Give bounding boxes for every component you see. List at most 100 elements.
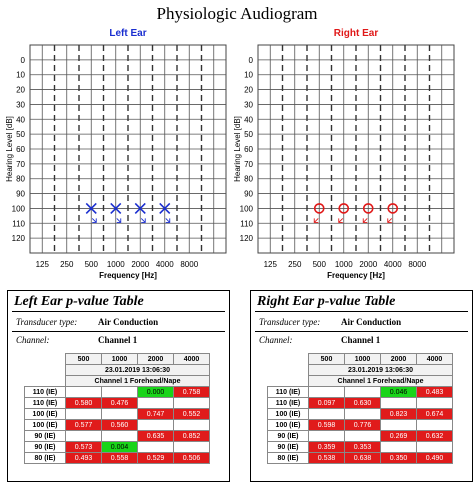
x-tick-label: 500: [313, 260, 327, 269]
x-tick-label: 8000: [180, 260, 198, 269]
channel-row: Channel: Channel 1: [16, 335, 137, 345]
column-header: 4000: [416, 353, 453, 365]
marker-stroke: [134, 202, 146, 214]
y-tick-label: 30: [16, 100, 25, 109]
y-tick-label: 80: [16, 175, 25, 184]
channel-value: Channel 1: [341, 335, 381, 345]
y-tick-label: 120: [240, 234, 254, 243]
p-value-cell: [308, 430, 345, 442]
p-value-cell: 0.493: [65, 452, 102, 464]
p-value-cell: [344, 430, 381, 442]
p-value-cell: 0.635: [137, 430, 174, 442]
column-header: 2000: [380, 353, 417, 365]
y-tick-label: 0: [21, 56, 26, 65]
p-value-cell: 0.490: [416, 452, 453, 464]
y-tick-label: 40: [244, 115, 253, 124]
row-label: 110 (IE): [267, 397, 309, 409]
y-tick-label: 20: [16, 86, 25, 95]
y-tick-label: 120: [12, 234, 26, 243]
right-ear-audiogram: 0 10 20 30 40 50 60 70 80 90 100 110 120 125 250 500 100…: [233, 28, 455, 280]
p-value-table: 500 1000 2000 4000 23.01.2019 13:06:30 Channe…: [267, 353, 453, 464]
table-row: 100 (IE) 0.577 0.560: [24, 419, 210, 431]
marker-stroke: [110, 202, 122, 214]
column-header: 2000: [137, 353, 174, 365]
row-label: 100 (IE): [24, 408, 66, 420]
p-value-cell: [101, 408, 138, 420]
p-value-cell: 0.552: [173, 408, 210, 420]
transducer-label: Transducer type:: [259, 317, 321, 327]
p-value-cell: 0.573: [65, 441, 102, 453]
table-row: 110 (IE) 0.097 0.630: [267, 397, 453, 409]
p-value-cell: 0.529: [137, 452, 174, 464]
table-row: 110 (IE) 0.580 0.476: [24, 397, 210, 409]
data-point-o-marker: [362, 203, 374, 223]
y-tick-label: 0: [249, 56, 254, 65]
x-tick-label: 250: [288, 260, 302, 269]
channel-label: Channel:: [16, 335, 50, 345]
y-tick-label: 110: [12, 219, 25, 228]
row-label: 80 (IE): [24, 452, 66, 464]
p-value-cell: 0.097: [308, 397, 345, 409]
y-tick-label: 50: [244, 130, 253, 139]
left-ear-p-value-table: Left Ear p-value Table Transducer type: Ai…: [7, 290, 230, 482]
p-value-cell: 0.577: [65, 419, 102, 431]
p-value-cell: [173, 419, 210, 431]
channel-label: Channel:: [259, 335, 293, 345]
table-title: Right Ear p-value Table: [257, 294, 396, 309]
right-ear-p-value-table: Right Ear p-value Table Transducer type: A…: [250, 290, 473, 482]
y-tick-label: 10: [16, 71, 25, 80]
table-header-row: 500 1000 2000 4000: [267, 353, 453, 365]
table-row: 110 (IE) 0.046 0.483: [267, 386, 453, 398]
column-header: 4000: [173, 353, 210, 365]
p-value-cell: 0.674: [416, 408, 453, 420]
marker-ring: [387, 203, 399, 214]
row-label: 90 (IE): [24, 441, 66, 453]
data-point-o-marker: [338, 203, 350, 223]
p-value-cell: 0.560: [101, 419, 138, 431]
row-label: 90 (IE): [24, 430, 66, 442]
transducer-value: Air Conduction: [341, 317, 402, 327]
column-header: 500: [308, 353, 345, 365]
p-value-cell: 0.004: [101, 441, 138, 453]
x-tick-label: 8000: [408, 260, 426, 269]
row-label: 90 (IE): [267, 441, 309, 453]
header-corner: [267, 353, 309, 365]
p-value-cell: [65, 430, 102, 442]
no-response-arrow: [165, 218, 171, 223]
group-row: Channel 1 Forehead/Nape: [267, 375, 453, 387]
table-row: 80 (IE) 0.493 0.558 0.529 0.506: [24, 452, 210, 464]
y-tick-label: 20: [244, 86, 253, 95]
p-value-cell: [173, 441, 210, 453]
marker-ring: [313, 203, 325, 214]
y-tick-label: 60: [244, 145, 253, 154]
p-value-cell: [173, 397, 210, 409]
x-tick-label: 1000: [107, 260, 125, 269]
x-tick-label: 125: [264, 260, 278, 269]
channel-value: Channel 1: [98, 335, 138, 345]
y-tick-label: 30: [244, 100, 253, 109]
table-row: 90 (IE) 0.269 0.632: [267, 430, 453, 442]
x-tick-label: 2000: [131, 260, 149, 269]
y-tick-label: 80: [244, 175, 253, 184]
p-value-cell: [308, 408, 345, 420]
p-value-cell: 0.558: [101, 452, 138, 464]
datetime-row: 23.01.2019 13:06:30: [24, 364, 210, 376]
no-response-arrow: [313, 218, 319, 223]
left-ear-title: Left Ear: [109, 28, 146, 39]
data-point-x-marker: [134, 202, 146, 223]
p-value-cell: [101, 430, 138, 442]
data-point-o-marker: [313, 203, 325, 223]
x-tick-label: 1000: [335, 260, 353, 269]
no-response-arrow: [116, 218, 122, 223]
table-row: 80 (IE) 0.538 0.638 0.350 0.490: [267, 452, 453, 464]
data-point-o-marker: [387, 203, 399, 223]
marker-stroke: [85, 202, 97, 214]
row-spacer: [267, 364, 309, 376]
p-value-cell: [308, 386, 345, 398]
group-cell: Channel 1 Forehead/Nape: [65, 375, 210, 387]
p-value-cell: 0.483: [416, 386, 453, 398]
row-label: 100 (IE): [267, 408, 309, 420]
p-value-cell: 0.630: [344, 397, 381, 409]
group-row: Channel 1 Forehead/Nape: [24, 375, 210, 387]
p-value-cell: 0.506: [173, 452, 210, 464]
